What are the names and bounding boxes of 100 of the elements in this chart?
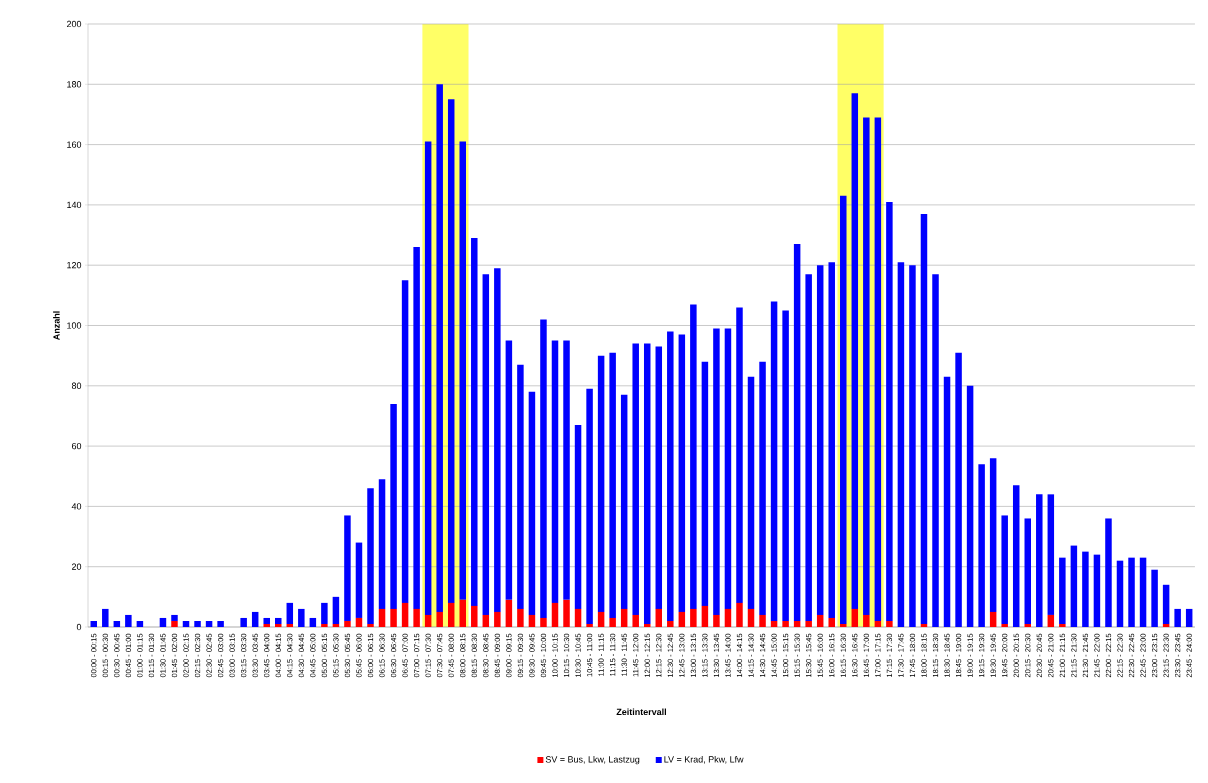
bar [367,623,374,627]
bar [436,84,443,612]
bar [609,617,616,627]
bar [920,623,928,627]
bar [459,141,466,600]
bar [1047,614,1055,627]
bar [332,596,340,624]
bar [874,620,882,627]
y-tick-label: 140 [67,201,82,209]
bar [390,403,397,609]
bar [759,361,766,615]
bar [1185,608,1193,627]
bar [851,93,859,609]
bar [551,602,559,627]
bar [793,244,801,621]
bar [1093,554,1101,627]
bar [309,617,317,627]
bar [620,394,628,609]
bar [632,343,639,615]
bar [205,620,213,627]
bar [828,617,835,627]
bar [517,364,524,609]
bar [344,515,351,621]
legend-label: SV = Bus, Lkw, Lastzug [545,756,640,765]
bar [816,265,824,615]
bar [413,608,420,627]
bar [505,340,513,600]
x-axis-title: Zeitintervall [616,708,667,716]
bar [736,602,743,627]
bar [355,542,363,618]
bar [355,617,363,627]
bar [528,391,536,615]
bar [1105,518,1112,627]
bar [90,620,98,627]
bar [655,346,663,609]
bar [159,617,167,627]
bar [840,623,847,627]
bar [298,608,305,627]
bar [978,464,985,627]
bar [286,602,294,624]
bar [1036,494,1043,627]
bar [874,117,882,621]
bar [182,620,190,627]
bar [1082,551,1089,627]
bar [632,614,639,627]
bar [424,614,432,627]
y-tick-label: 120 [67,262,82,269]
bar [217,620,224,627]
bar [966,385,974,627]
bar [321,623,328,627]
bar [1059,623,1066,627]
bar [643,623,651,627]
bar [1139,557,1147,627]
bar [759,614,766,627]
bar [816,614,824,627]
bar [424,141,432,615]
bar [1162,584,1170,624]
bar [286,623,294,627]
bar [378,479,386,609]
bar [367,488,374,624]
bar [401,602,409,627]
y-axis-title: Anzahl [53,311,60,340]
bar [989,611,997,627]
bar [378,608,386,627]
bar [413,247,420,609]
bar [540,319,547,618]
bar [136,620,144,627]
bar [989,458,997,612]
bar [459,599,466,627]
bar [551,340,559,603]
bar [574,608,582,627]
bar [263,617,270,624]
bar [597,611,605,627]
bar [482,274,490,615]
bar [1174,608,1181,627]
bar [909,265,916,627]
bar [851,608,859,627]
bar [447,99,455,603]
bar [332,623,340,627]
bar [597,355,605,612]
bar [586,388,593,624]
bar [1001,623,1008,627]
y-tick-label: 180 [67,81,82,88]
bar [1151,569,1158,627]
bar [586,623,593,627]
bar [171,614,178,621]
bar [1059,557,1066,624]
bar [574,424,582,609]
y-tick-label: 80 [71,382,82,389]
bar [690,608,697,627]
bar [471,238,478,606]
bar [471,605,478,627]
bar [643,343,651,624]
bar [321,602,328,624]
y-tick-label: 160 [67,141,82,148]
bar [1070,545,1078,627]
bar [713,328,720,615]
bar [932,274,939,627]
bar [805,274,812,621]
bar [863,117,870,615]
